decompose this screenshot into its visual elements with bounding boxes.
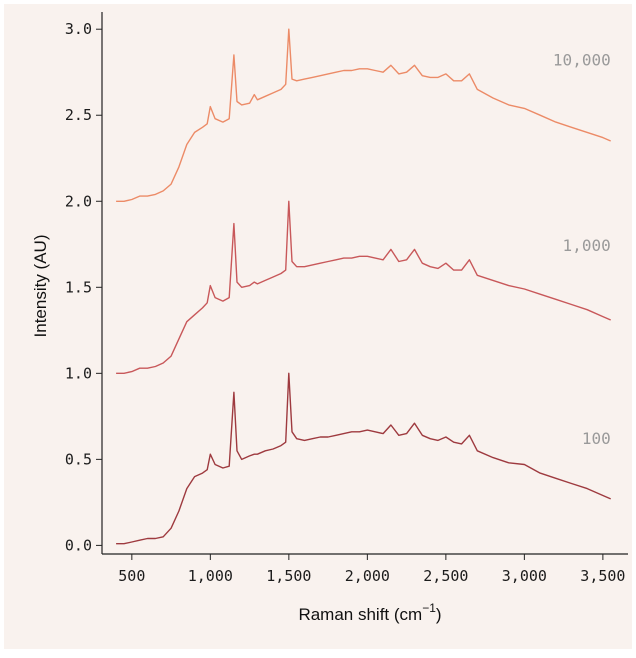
y-axis-title: Intensity (AU) — [31, 235, 50, 338]
y-tick-label: 1.5 — [65, 278, 92, 296]
y-tick-label: 0.0 — [65, 536, 92, 554]
x-tick-label: 1,500 — [266, 567, 311, 585]
series-line-3 — [116, 28, 611, 202]
series-labels-group: 100 1,000 10,000 — [553, 50, 611, 448]
y-tick-label: 3.0 — [65, 20, 92, 38]
y-tick-label: 0.5 — [65, 450, 92, 468]
x-axis-title: Raman shift (cm−1) — [298, 601, 441, 624]
series-label-3: 10,000 — [553, 50, 611, 69]
x-tick-label: 3,000 — [502, 567, 547, 585]
y-tick-label: 2.5 — [65, 106, 92, 124]
series-group — [116, 28, 611, 545]
axes-group: 500 1,000 1,500 2,000 2,500 3,000 3,500 0.0 0.5 1… — [65, 12, 628, 585]
x-tick-label: 500 — [118, 567, 145, 585]
series-label-1: 100 — [582, 429, 611, 448]
x-tick-label: 2,500 — [423, 567, 468, 585]
y-tick-label: 1.0 — [65, 364, 92, 382]
series-label-2: 1,000 — [563, 236, 611, 255]
x-axis-title-superscript: −1 — [422, 601, 436, 615]
series-line-1 — [116, 372, 611, 545]
series-line-2 — [116, 200, 611, 374]
chart-background — [4, 4, 632, 649]
x-tick-label: 1,000 — [188, 567, 233, 585]
x-tick-label: 3,500 — [580, 567, 625, 585]
y-tick-label: 2.0 — [65, 192, 92, 210]
x-tick-label: 2,000 — [345, 567, 390, 585]
